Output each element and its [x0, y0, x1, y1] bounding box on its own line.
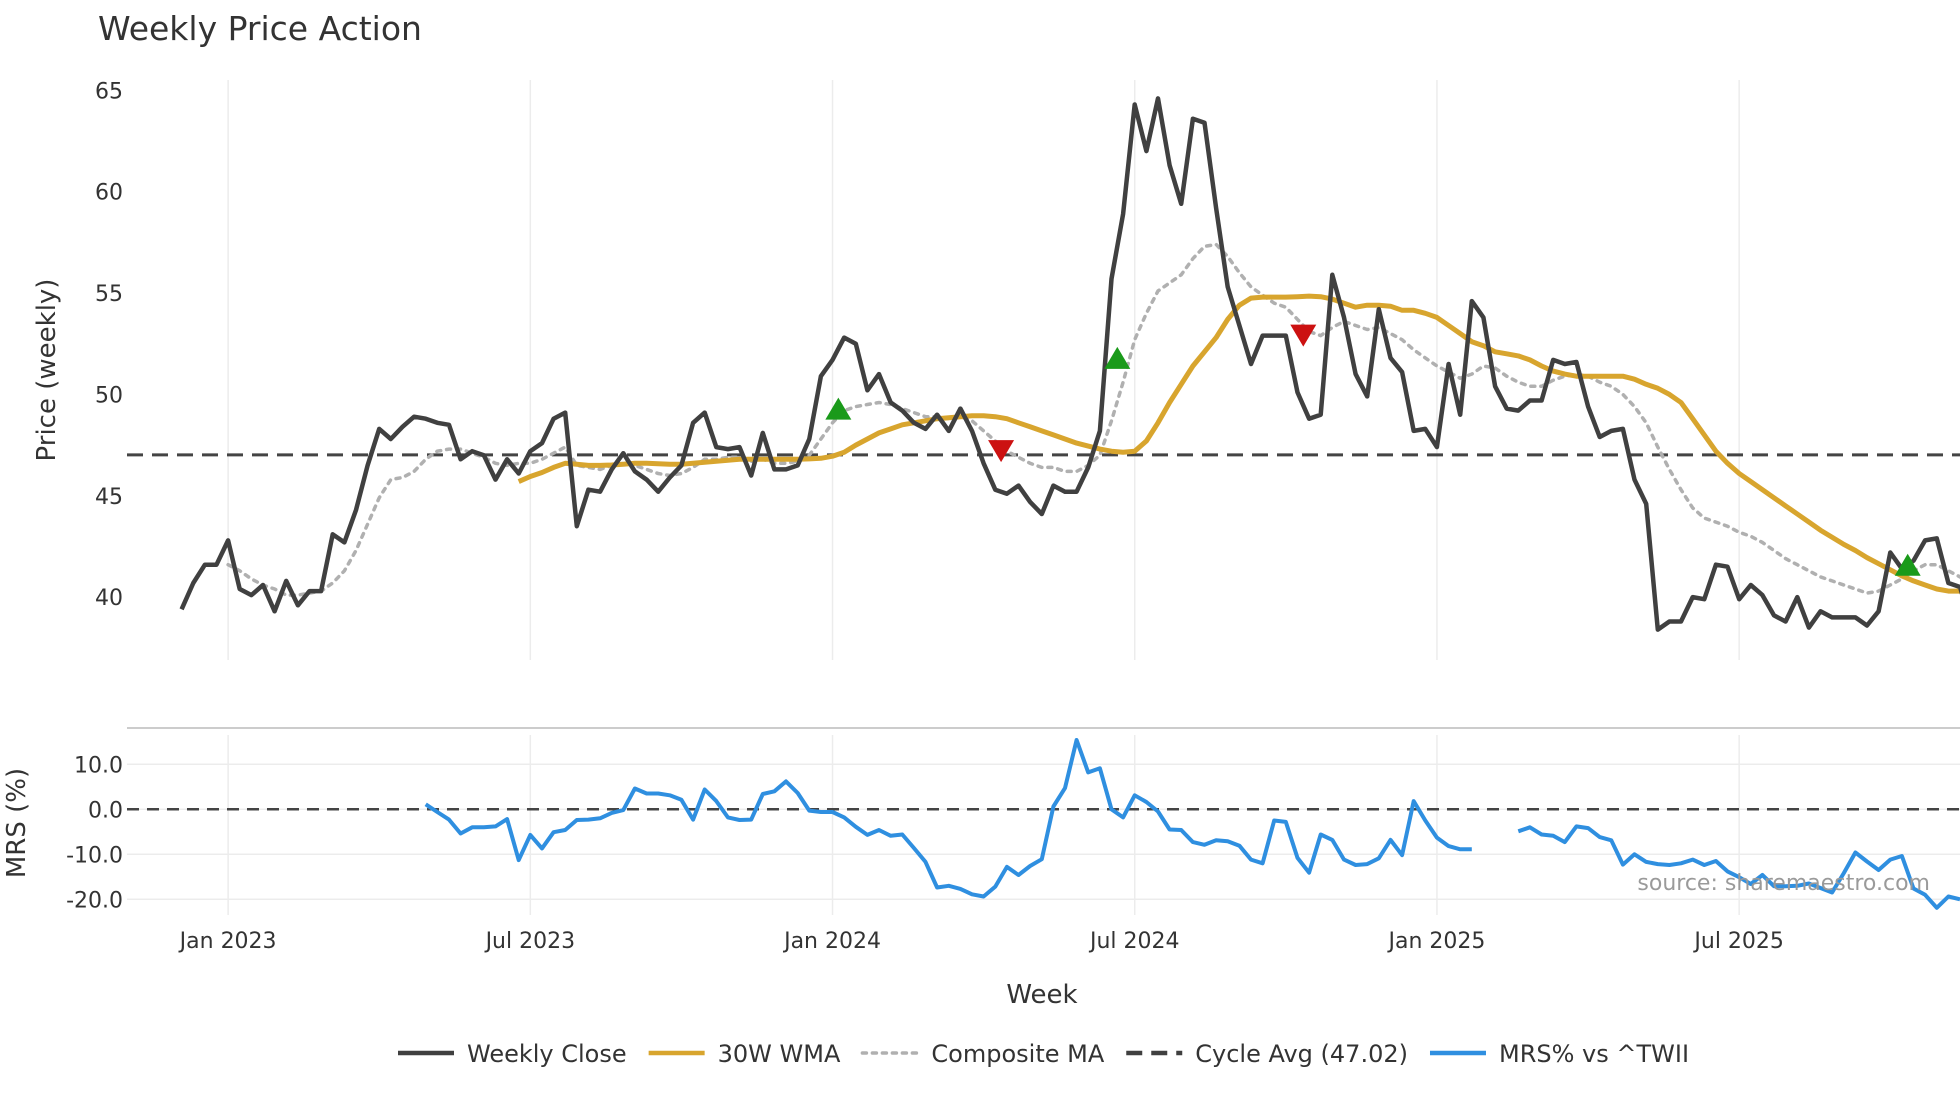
mrs-y-tick-label: 0.0 — [88, 798, 123, 823]
x-tick-label: Jan 2025 — [1386, 929, 1485, 954]
axes: Jan 2023 Jul 2023 Jan 2024 Jul 2024 Jan 2025… — [66, 79, 1784, 954]
price-y-tick-label: 40 — [95, 586, 123, 611]
legend-item: Weekly Close — [398, 1040, 627, 1068]
mrs-line — [1517, 824, 1960, 910]
legend-label: MRS% vs ^TWII — [1499, 1040, 1689, 1068]
x-tick-label: Jul 2024 — [1088, 929, 1180, 954]
buy-signal-marker — [825, 397, 852, 420]
mrs-panel — [127, 738, 1960, 910]
weekly-close-line — [179, 96, 1960, 632]
mrs-axis-title: MRS (%) — [2, 768, 32, 878]
mrs-line — [424, 738, 1472, 899]
buy-signal-marker — [1104, 346, 1131, 369]
legend-item: Composite MA — [860, 1040, 1105, 1068]
sell-signal-marker — [1290, 324, 1317, 347]
price-axis-title: Price (weekly) — [32, 279, 62, 462]
chart-title: Weekly Price Action — [98, 9, 422, 48]
x-tick-label: Jan 2024 — [782, 929, 881, 954]
mrs-y-tick-label: 10.0 — [74, 753, 123, 778]
price-y-tick-label: 45 — [95, 485, 123, 510]
buy-signal-marker — [1894, 553, 1921, 576]
legend-label: Composite MA — [931, 1040, 1104, 1068]
x-tick-label: Jan 2023 — [178, 929, 277, 954]
legend-item: Cycle Avg (47.02) — [1126, 1040, 1408, 1068]
source-watermark: source: sharemaestro.com — [1637, 871, 1930, 896]
legend-label: 30W WMA — [718, 1040, 841, 1068]
legend-item: 30W WMA — [648, 1040, 841, 1068]
x-tick-label: Jul 2025 — [1692, 929, 1784, 954]
composite-ma-line — [226, 242, 1960, 597]
x-tick-label: Jul 2023 — [484, 929, 576, 954]
price-y-tick-label: 55 — [95, 282, 123, 307]
price-y-tick-label: 65 — [95, 79, 123, 104]
price-panel — [127, 96, 1960, 632]
legend-label: Weekly Close — [467, 1040, 627, 1068]
legend-label: Cycle Avg (47.02) — [1195, 1040, 1408, 1068]
price-y-tick-label: 50 — [95, 383, 123, 408]
legend: Weekly Close 30W WMA Composite MA Cycle Avg… — [398, 1040, 1689, 1068]
mrs-y-tick-label: -20.0 — [66, 888, 123, 913]
mrs-y-tick-label: -10.0 — [66, 843, 123, 868]
sell-signal-marker — [988, 440, 1015, 463]
legend-item: MRS% vs ^TWII — [1429, 1040, 1689, 1068]
x-axis-title: Week — [1006, 980, 1077, 1010]
price-y-tick-label: 60 — [95, 181, 123, 206]
